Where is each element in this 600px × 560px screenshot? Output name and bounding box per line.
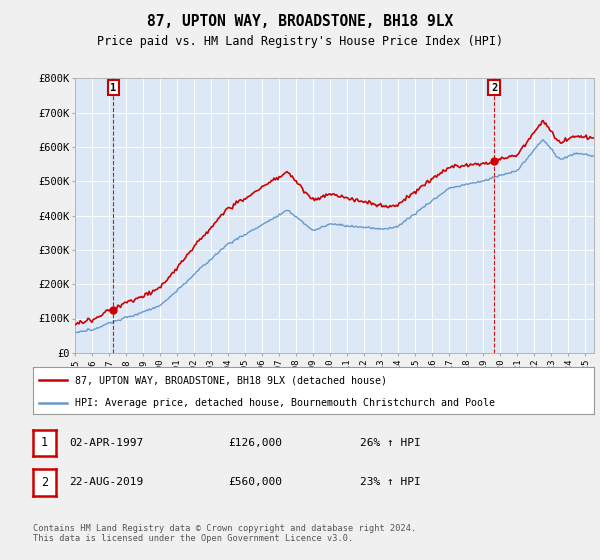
Text: 22-AUG-2019: 22-AUG-2019 — [69, 477, 143, 487]
Text: HPI: Average price, detached house, Bournemouth Christchurch and Poole: HPI: Average price, detached house, Bour… — [75, 398, 495, 408]
Text: Contains HM Land Registry data © Crown copyright and database right 2024.
This d: Contains HM Land Registry data © Crown c… — [33, 524, 416, 543]
Text: 23% ↑ HPI: 23% ↑ HPI — [360, 477, 421, 487]
Text: 1: 1 — [41, 436, 48, 450]
Text: 2: 2 — [491, 82, 497, 92]
Text: £560,000: £560,000 — [228, 477, 282, 487]
Text: Price paid vs. HM Land Registry's House Price Index (HPI): Price paid vs. HM Land Registry's House … — [97, 35, 503, 48]
Text: 87, UPTON WAY, BROADSTONE, BH18 9LX: 87, UPTON WAY, BROADSTONE, BH18 9LX — [147, 14, 453, 29]
Text: 87, UPTON WAY, BROADSTONE, BH18 9LX (detached house): 87, UPTON WAY, BROADSTONE, BH18 9LX (det… — [75, 375, 387, 385]
Text: 1: 1 — [110, 82, 116, 92]
Text: 2: 2 — [41, 475, 48, 489]
Text: £126,000: £126,000 — [228, 438, 282, 448]
Text: 26% ↑ HPI: 26% ↑ HPI — [360, 438, 421, 448]
Text: 02-APR-1997: 02-APR-1997 — [69, 438, 143, 448]
